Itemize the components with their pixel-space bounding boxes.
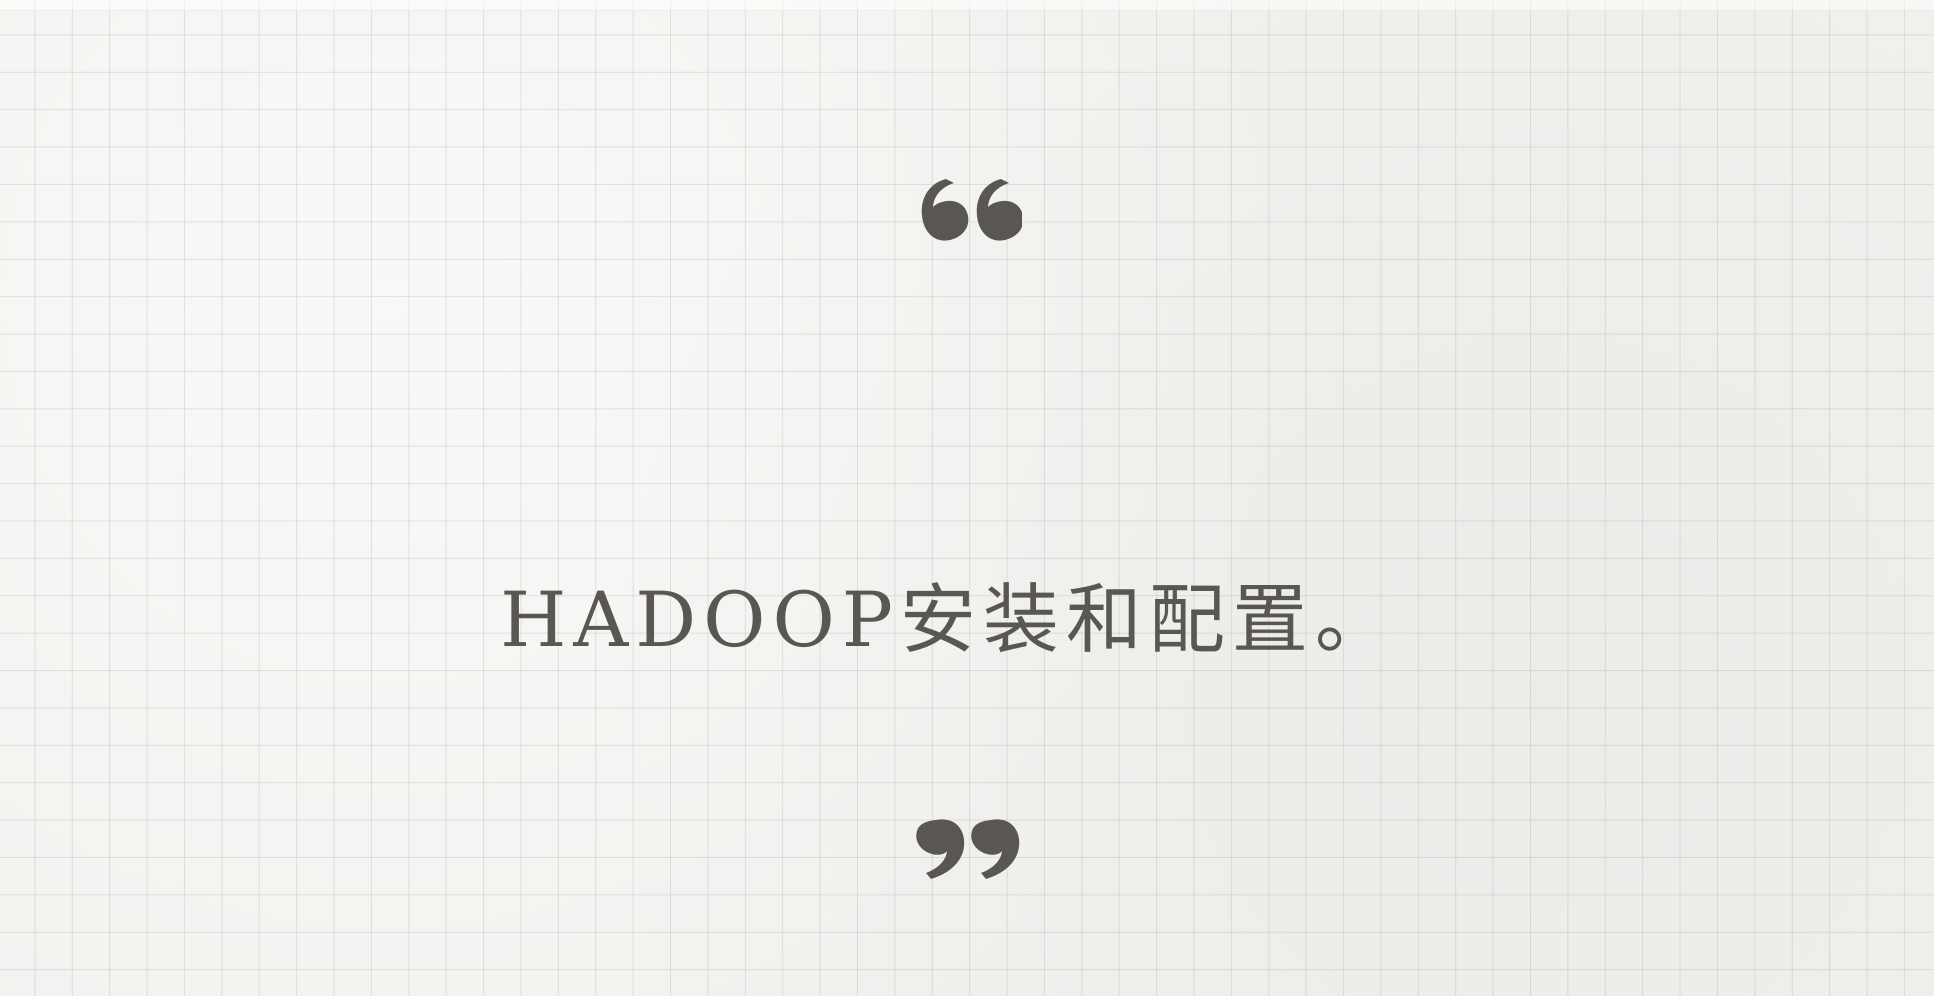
top-edge: [0, 0, 1934, 11]
open-quote-icon: [912, 173, 1022, 263]
title-area: HADOOP安装和配置。: [0, 575, 1934, 665]
close-quote-icon: [912, 807, 1022, 897]
page-title: HADOOP安装和配置。: [500, 575, 1398, 664]
